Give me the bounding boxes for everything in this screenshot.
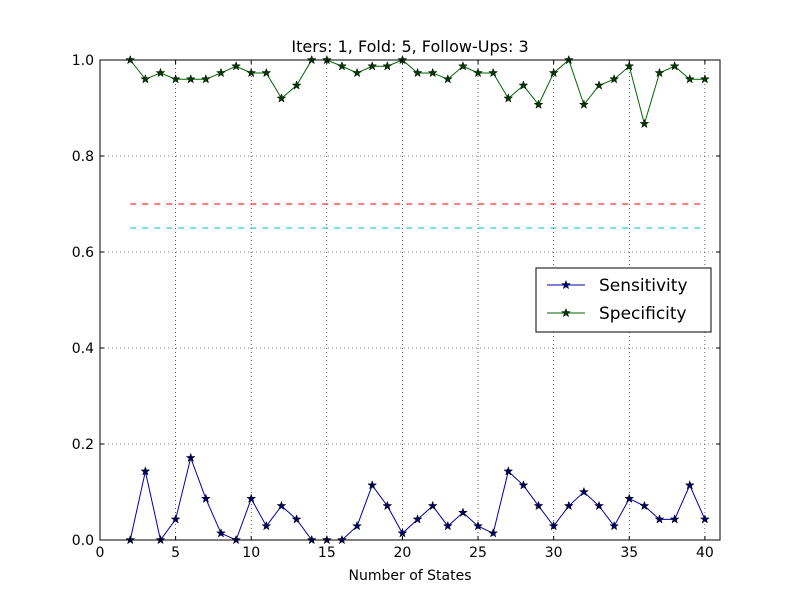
data-point-sensitivity [473,520,484,531]
data-point-sensitivity [699,514,710,524]
data-point-sensitivity [200,493,211,503]
data-point-sensitivity [563,500,574,511]
data-point-specificity [578,99,589,109]
data-point-specificity [412,67,423,78]
legend: Sensitivity Specificity [535,267,712,333]
data-point-sensitivity [215,528,226,538]
x-tick-label: 40 [696,545,714,561]
ticks: 0 5 10 15 20 25 30 35 40 0.0 0.2 0.4 0.6 0.8 1.0 [72,53,720,561]
data-point-specificity [185,73,196,84]
data-point-specificity [200,73,211,84]
data-point-sensitivity [457,507,468,517]
x-tick-label: 20 [394,545,412,561]
data-point-sensitivity [185,452,196,463]
y-tick-label: 0.6 [72,245,94,261]
data-point-specificity [594,80,605,90]
data-point-sensitivity [503,466,514,476]
data-point-sensitivity [412,514,423,524]
data-point-specificity [231,60,242,71]
data-point-sensitivity [352,520,363,531]
data-point-sensitivity [654,514,665,524]
data-point-specificity [548,67,559,78]
data-point-specificity [155,67,166,78]
data-point-sensitivity [669,514,680,524]
x-tick-label: 35 [620,545,638,561]
data-point-specificity [639,118,650,129]
legend-marker-sensitivity [560,279,572,290]
data-point-specificity [669,60,680,71]
data-point-specificity [624,60,635,71]
data-point-sensitivity [578,486,589,497]
data-point-specificity [442,73,453,84]
data-point-sensitivity [488,528,499,538]
y-tick-label: 0.0 [72,533,94,549]
data-point-specificity [140,73,151,84]
data-point-sensitivity [548,520,559,531]
data-point-specificity [170,73,181,84]
data-point-specificity [533,99,544,109]
y-tick-label: 1.0 [72,53,94,69]
y-tick-label: 0.4 [72,341,94,357]
data-point-specificity [518,80,529,90]
data-point-sensitivity [427,500,438,511]
data-point-specificity [684,73,695,84]
data-point-sensitivity [367,480,378,490]
data-point-sensitivity [246,493,257,503]
data-point-specificity [699,73,710,84]
data-point-specificity [457,60,468,71]
data-point-sensitivity [624,493,635,503]
x-tick-label: 15 [318,545,336,561]
data-point-sensitivity [397,528,408,538]
data-point-specificity [503,93,514,103]
legend-label-specificity: Specificity [599,304,687,324]
data-point-sensitivity [684,480,695,490]
data-point-specificity [352,67,363,78]
y-tick-label: 0.2 [72,437,94,453]
data-point-specificity [246,67,257,78]
data-point-specificity [215,67,226,78]
data-point-sensitivity [261,520,272,531]
series-sensitivity [125,452,710,545]
data-point-specificity [427,67,438,78]
x-tick-label: 0 [96,545,105,561]
data-point-specificity [367,60,378,71]
data-point-specificity [473,67,484,78]
x-tick-label: 10 [242,545,260,561]
series [125,54,710,545]
data-point-sensitivity [276,500,287,511]
data-point-specificity [382,60,393,71]
data-point-sensitivity [442,520,453,531]
legend-box [535,267,712,333]
data-point-specificity [336,60,347,71]
data-point-sensitivity [170,514,181,524]
x-axis-label: Number of States [349,568,472,584]
data-point-sensitivity [594,500,605,511]
data-point-sensitivity [533,500,544,511]
data-point-specificity [276,93,287,103]
data-point-sensitivity [609,520,620,531]
plot-frame [99,59,721,541]
data-point-sensitivity [639,500,650,511]
data-point-sensitivity [291,514,302,524]
y-tick-label: 0.8 [72,149,94,165]
legend-label-sensitivity: Sensitivity [599,276,688,296]
series-specificity [125,54,710,129]
data-point-sensitivity [518,480,529,490]
chart-title: Iters: 1, Fold: 5, Follow-Ups: 3 [291,37,528,56]
legend-marker-specificity [560,307,572,318]
x-tick-label: 5 [171,545,180,561]
data-point-specificity [291,80,302,90]
data-point-specificity [609,73,620,84]
data-point-specificity [261,67,272,78]
x-tick-label: 25 [469,545,487,561]
data-point-specificity [488,67,499,78]
x-tick-label: 30 [545,545,563,561]
data-point-sensitivity [140,466,151,476]
data-point-specificity [654,67,665,78]
data-point-sensitivity [382,500,393,511]
